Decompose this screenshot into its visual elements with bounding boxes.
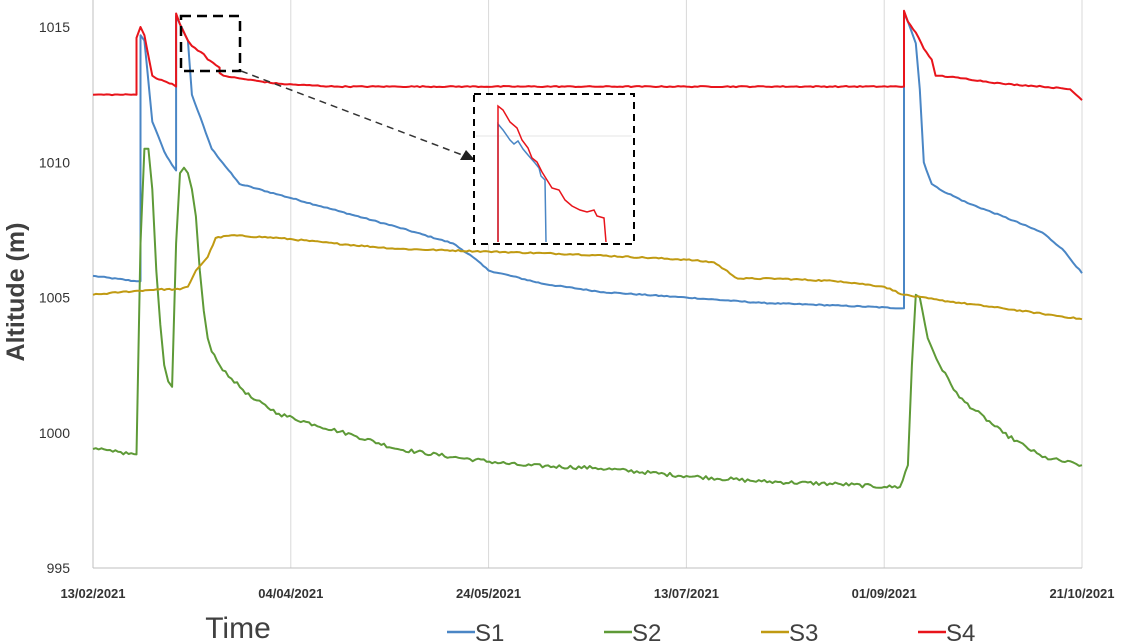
y-tick-label: 995 <box>47 560 71 576</box>
zoom-arrow-head <box>460 150 475 160</box>
legend-item-s2: S2 <box>604 620 661 643</box>
series-line-s1 <box>92 12 1083 310</box>
legend-item-s4: S4 <box>918 620 975 643</box>
series-line-s4 <box>92 9 1083 101</box>
legend: S1 S2 S3 S4 <box>447 620 975 643</box>
x-axis-label: Time <box>205 612 271 643</box>
y-tick-label: 1005 <box>39 290 70 306</box>
legend-item-s1: S1 <box>447 620 504 643</box>
series-line-s3 <box>92 234 1083 321</box>
y-tick-labels: 995 1000 1005 1010 1015 <box>39 19 70 576</box>
legend-item-s3: S3 <box>761 620 818 643</box>
zoom-arrow-line <box>240 70 466 157</box>
y-axis-label: Altitude (m) <box>2 223 30 362</box>
inset-series-s4 <box>497 104 607 243</box>
x-tick-label: 04/04/2021 <box>258 586 323 601</box>
x-tick-label: 21/10/2021 <box>1049 586 1114 601</box>
zoom-callout <box>179 14 635 245</box>
legend-label: S1 <box>475 620 504 643</box>
inset-series-s1 <box>497 121 547 243</box>
x-tick-label: 13/07/2021 <box>654 586 719 601</box>
x-tick-label: 24/05/2021 <box>456 586 521 601</box>
legend-label: S2 <box>632 620 661 643</box>
legend-label: S3 <box>789 620 818 643</box>
y-tick-label: 1000 <box>39 425 70 441</box>
legend-label: S4 <box>946 620 975 643</box>
x-tick-labels: 13/02/2021 04/04/2021 24/05/2021 13/07/2021… <box>60 586 1114 601</box>
zoom-inset-box <box>473 93 635 245</box>
x-tick-label: 13/02/2021 <box>60 586 125 601</box>
data-series <box>92 9 1083 489</box>
y-tick-label: 1010 <box>39 154 70 170</box>
y-tick-label: 1015 <box>39 19 70 35</box>
x-tick-label: 01/09/2021 <box>852 586 917 601</box>
zoom-selection-box <box>179 14 242 73</box>
